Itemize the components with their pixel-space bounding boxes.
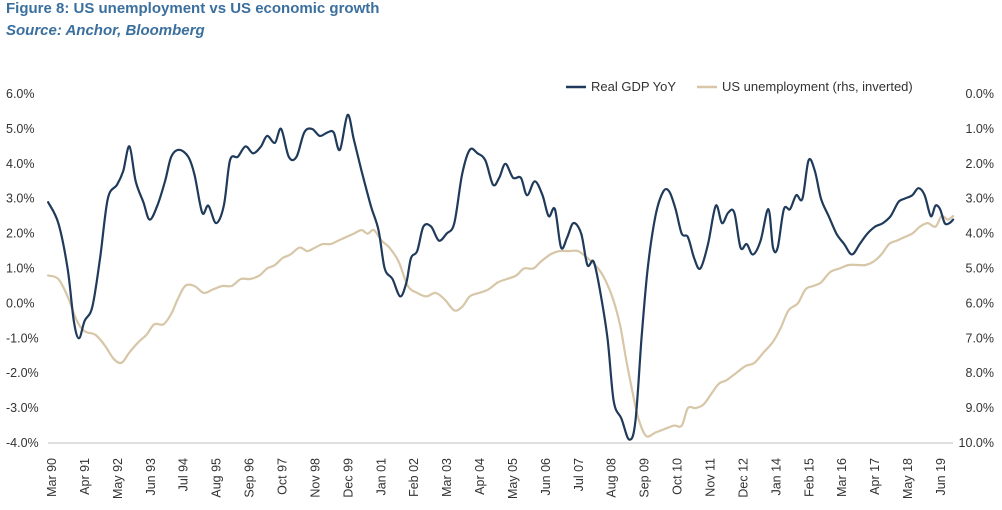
- right-tick-label: 3.0%: [966, 192, 995, 206]
- left-tick-label: 4.0%: [6, 157, 35, 171]
- legend-label-unemployment: US unemployment (rhs, inverted): [722, 79, 913, 94]
- x-tick-label: Jan 14: [769, 458, 783, 496]
- right-tick-label: 4.0%: [966, 227, 995, 241]
- left-tick-label: 0.0%: [6, 296, 35, 310]
- x-tick-label: May 18: [901, 458, 915, 499]
- left-tick-label: 6.0%: [6, 87, 35, 101]
- left-tick-label: 2.0%: [6, 227, 35, 241]
- right-tick-label: 0.0%: [966, 87, 995, 101]
- right-tick-label: 5.0%: [966, 262, 995, 276]
- x-tick-label: Apr 91: [78, 458, 92, 495]
- left-tick-label: -3.0%: [6, 401, 39, 415]
- right-tick-label: 2.0%: [966, 157, 995, 171]
- x-tick-label: Jan 01: [374, 458, 388, 496]
- left-tick-label: 1.0%: [6, 262, 35, 276]
- left-tick-label: 3.0%: [6, 192, 35, 206]
- legend-label-gdp: Real GDP YoY: [591, 79, 676, 94]
- x-tick-label: May 05: [506, 458, 520, 499]
- right-axis-ticks: 0.0% 1.0% 2.0% 3.0% 4.0% 5.0% 6.0% 7.0% 8.0% 9.0%…: [959, 87, 994, 450]
- right-tick-label: 9.0%: [966, 401, 995, 415]
- chart-title: Figure 8: US unemployment vs US economic…: [6, 0, 380, 17]
- x-tick-label: Apr 17: [868, 458, 882, 495]
- x-tick-label: Jul 07: [572, 458, 586, 491]
- x-tick-label: Dec 99: [341, 458, 355, 498]
- x-tick-label: Oct 10: [671, 458, 685, 495]
- x-tick-label: Sep 09: [638, 458, 652, 498]
- unemployment-series-line: [47, 214, 955, 438]
- x-tick-label: Mar 90: [45, 458, 59, 497]
- left-tick-label: -1.0%: [6, 331, 39, 345]
- x-tick-label: Nov 98: [308, 458, 322, 498]
- right-tick-label: 6.0%: [966, 296, 995, 310]
- x-tick-label: Nov 11: [704, 458, 718, 497]
- right-tick-label: 7.0%: [966, 331, 995, 345]
- x-tick-label: Apr 04: [473, 458, 487, 495]
- series-layer: [47, 113, 955, 441]
- right-tick-label: 8.0%: [966, 366, 995, 380]
- x-tick-label: Sep 96: [243, 458, 257, 498]
- left-tick-label: -2.0%: [6, 366, 39, 380]
- x-axis-ticks: Mar 90 Apr 91 May 92 Jun 93 Jul 94 Aug 95 Sep …: [45, 458, 948, 499]
- legend: Real GDP YoY US unemployment (rhs, invert…: [566, 79, 913, 94]
- x-tick-label: Jul 94: [177, 458, 191, 491]
- x-tick-label: Feb 15: [802, 458, 816, 497]
- x-tick-label: May 92: [111, 458, 125, 499]
- x-tick-label: Jun 19: [934, 458, 948, 496]
- x-tick-label: Mar 16: [835, 458, 849, 497]
- x-tick-label: Mar 03: [440, 458, 454, 497]
- x-tick-label: Aug 08: [605, 458, 619, 498]
- left-tick-label: 5.0%: [6, 122, 35, 136]
- x-tick-label: Oct 97: [275, 458, 289, 495]
- left-axis-ticks: 6.0% 5.0% 4.0% 3.0% 2.0% 1.0% 0.0% -1.0% -2.0% -3…: [6, 87, 39, 450]
- x-tick-label: Feb 02: [407, 458, 421, 497]
- x-tick-label: Dec 12: [736, 458, 750, 498]
- x-tick-label: Aug 95: [210, 458, 224, 498]
- right-tick-label: 10.0%: [959, 436, 994, 450]
- gdp-series-line: [47, 113, 955, 441]
- left-tick-label: -4.0%: [6, 436, 39, 450]
- chart-subtitle: Source: Anchor, Bloomberg: [6, 22, 205, 39]
- x-tick-label: Jun 06: [539, 458, 553, 496]
- x-tick-label: Jun 93: [144, 458, 158, 496]
- right-tick-label: 1.0%: [966, 122, 995, 136]
